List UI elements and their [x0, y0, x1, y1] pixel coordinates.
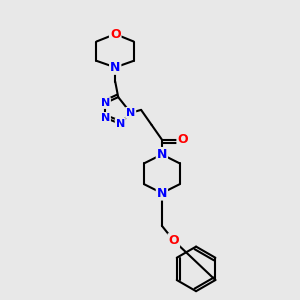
Text: N: N	[116, 119, 125, 129]
Text: O: O	[177, 133, 188, 146]
Text: N: N	[101, 98, 110, 108]
Text: N: N	[157, 148, 167, 161]
Text: N: N	[126, 108, 135, 118]
Text: N: N	[101, 113, 110, 123]
Text: N: N	[157, 187, 167, 200]
Text: N: N	[110, 61, 120, 74]
Text: O: O	[110, 28, 121, 40]
Text: O: O	[169, 234, 179, 247]
